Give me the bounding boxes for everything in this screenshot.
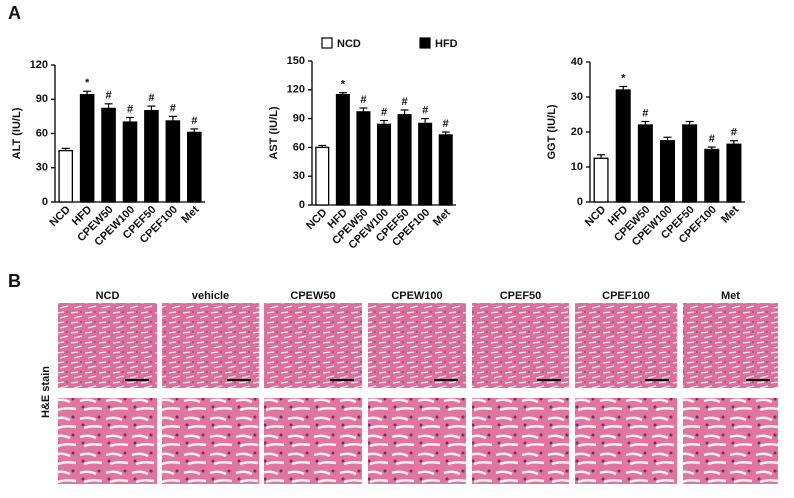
- micrograph-high: [575, 398, 677, 484]
- y-axis-label: AST (IU/L): [268, 106, 280, 159]
- y-tick-label: 0: [299, 199, 305, 211]
- significance-mark: *: [621, 72, 626, 84]
- micrograph-low: [472, 303, 569, 388]
- micrograph-low: [368, 303, 466, 388]
- y-tick-label: 90: [293, 113, 305, 125]
- micrograph-low: [162, 303, 259, 388]
- micrograph-high: [683, 398, 778, 484]
- column-label: CPEF100: [602, 290, 650, 302]
- bar: [144, 110, 159, 203]
- column-label: NCD: [96, 290, 120, 302]
- bar: [615, 89, 631, 203]
- micrograph-low: [264, 303, 362, 388]
- significance-mark: #: [731, 127, 737, 139]
- x-tick-label: Met: [431, 206, 453, 228]
- micrograph-high: [58, 398, 157, 484]
- y-tick-label: 60: [293, 141, 305, 153]
- bar: [79, 94, 95, 203]
- bar: [659, 140, 676, 203]
- significance-mark: #: [402, 96, 408, 108]
- significance-mark: #: [360, 94, 366, 106]
- bar: [682, 124, 698, 203]
- significance-mark: *: [341, 79, 346, 91]
- significance-mark: #: [106, 90, 112, 102]
- bar: [186, 131, 202, 203]
- column-label: CPEW50: [290, 290, 335, 302]
- bar: [58, 149, 74, 203]
- legend-label: NCD: [337, 38, 361, 50]
- bar: [122, 121, 138, 203]
- significance-mark: *: [85, 77, 90, 89]
- micrograph-high: [472, 398, 569, 484]
- x-tick-label: Met: [719, 203, 741, 225]
- bar: [438, 134, 453, 206]
- y-tick-label: 150: [287, 55, 305, 67]
- bar: [315, 146, 330, 206]
- column-label: vehicle: [192, 290, 229, 302]
- y-tick-label: 30: [36, 162, 48, 174]
- significance-mark: #: [709, 133, 715, 145]
- y-tick-label: 90: [36, 93, 48, 105]
- panel-label: A: [8, 3, 21, 23]
- column-label: CPEF50: [500, 290, 542, 302]
- x-tick-label: NCD: [304, 207, 329, 232]
- micrograph-low: [683, 303, 778, 388]
- x-tick-label: Met: [180, 203, 202, 225]
- micrograph-high: [264, 398, 362, 484]
- y-tick-label: 40: [571, 56, 583, 68]
- column-label: Met: [721, 290, 740, 302]
- y-tick-label: 10: [571, 161, 583, 173]
- significance-mark: #: [148, 92, 154, 104]
- y-axis-label: ALT (IU/L): [11, 107, 23, 159]
- y-tick-label: 0: [577, 196, 583, 208]
- micrograph-low: [575, 303, 677, 388]
- significance-mark: #: [127, 103, 133, 115]
- significance-mark: #: [642, 107, 648, 119]
- legend-swatch: [419, 37, 431, 49]
- y-tick-label: 60: [36, 127, 48, 139]
- y-tick-label: 30: [571, 91, 583, 103]
- bar: [101, 107, 116, 203]
- x-tick-label: NCD: [583, 204, 608, 229]
- micrograph-high: [162, 398, 259, 484]
- bar: [704, 148, 720, 203]
- micrograph-high: [368, 398, 466, 484]
- significance-mark: #: [170, 102, 176, 114]
- significance-mark: #: [422, 105, 428, 117]
- y-tick-label: 120: [287, 84, 305, 96]
- bar: [593, 157, 609, 203]
- bar: [418, 122, 433, 206]
- bar: [335, 93, 350, 206]
- bar: [376, 123, 392, 206]
- significance-mark: #: [381, 106, 387, 118]
- bar: [637, 124, 653, 203]
- micrograph-low: [58, 303, 157, 388]
- significance-mark: #: [443, 118, 449, 130]
- bar: [165, 120, 181, 203]
- significance-mark: #: [191, 115, 197, 127]
- x-tick-label: NCD: [48, 204, 73, 229]
- row-label: H&E stain: [40, 366, 52, 418]
- bar: [397, 114, 412, 206]
- bar: [726, 143, 742, 203]
- panel-label: B: [8, 271, 21, 291]
- bar: [356, 111, 371, 206]
- legend-swatch: [321, 37, 333, 49]
- y-tick-label: 20: [571, 126, 583, 138]
- legend-label: HFD: [435, 38, 458, 50]
- y-tick-label: 0: [42, 196, 48, 208]
- y-tick-label: 120: [30, 59, 48, 71]
- y-axis-label: GGT (IU/L): [546, 104, 558, 159]
- column-label: CPEW100: [391, 290, 442, 302]
- y-tick-label: 30: [293, 170, 305, 182]
